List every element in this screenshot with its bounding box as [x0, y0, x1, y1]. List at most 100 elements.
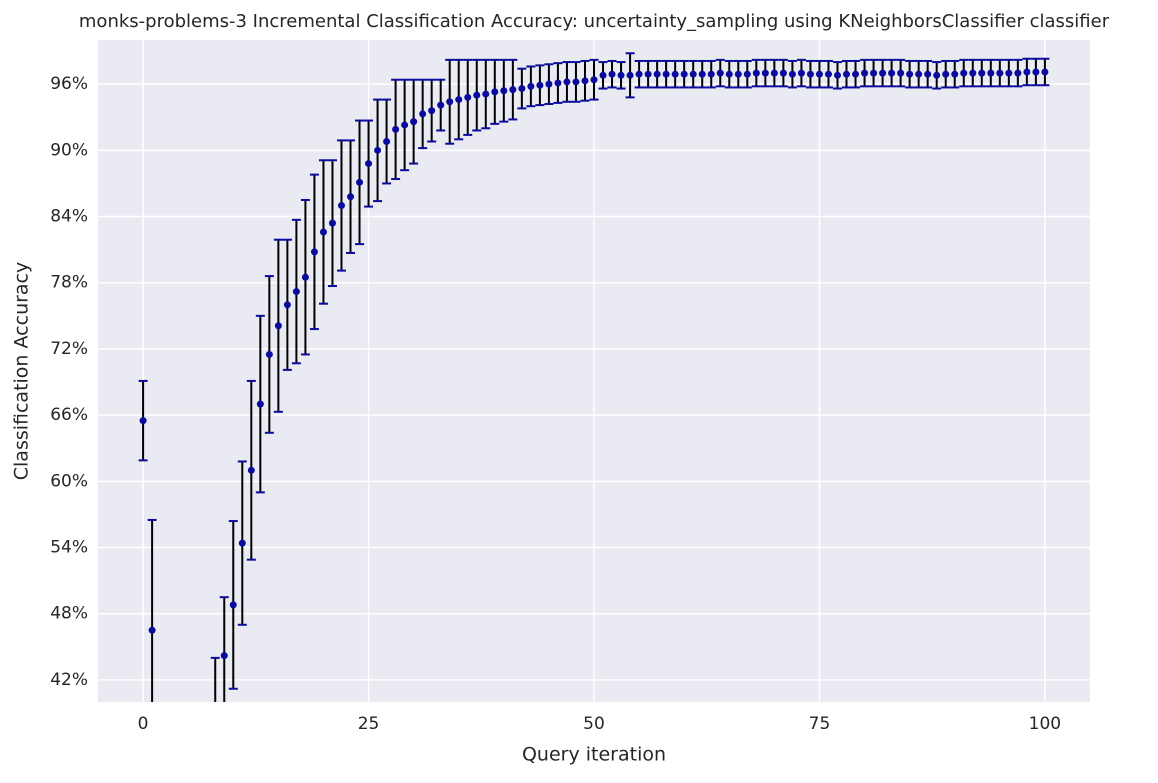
point [401, 121, 409, 129]
point [473, 91, 481, 99]
point [969, 69, 977, 77]
point [662, 70, 670, 78]
point [996, 69, 1004, 77]
point [626, 71, 634, 79]
point [590, 76, 598, 84]
y-tick-label: 90% [50, 140, 88, 160]
point [752, 69, 760, 77]
point [446, 98, 454, 106]
y-axis-label: Classification Accuracy [11, 262, 33, 481]
point [617, 71, 625, 79]
y-tick-label: 78% [50, 273, 88, 293]
point [879, 69, 887, 77]
point [915, 70, 923, 78]
point [824, 70, 832, 78]
point [852, 70, 860, 78]
x-tick-label: 100 [1029, 714, 1061, 734]
point [437, 101, 445, 109]
point [797, 69, 805, 77]
point [942, 70, 950, 78]
point [1005, 69, 1013, 77]
chart-title: monks-problems-3 Incremental Classificat… [79, 11, 1110, 32]
point [545, 80, 553, 88]
point [581, 77, 589, 85]
point [148, 626, 156, 634]
point [509, 86, 517, 94]
point [347, 193, 355, 201]
point [653, 70, 661, 78]
point [536, 81, 544, 89]
point [1032, 68, 1040, 76]
point [698, 70, 706, 78]
point [527, 82, 535, 90]
point [383, 138, 391, 146]
point [365, 160, 373, 168]
point [779, 69, 787, 77]
point [1014, 69, 1022, 77]
point [725, 70, 733, 78]
point [888, 69, 896, 77]
point [491, 88, 499, 96]
point [833, 71, 841, 79]
x-tick-label: 0 [138, 714, 149, 734]
point [843, 70, 851, 78]
point [716, 69, 724, 77]
point [374, 146, 382, 154]
point [220, 652, 228, 660]
point [1023, 68, 1031, 76]
point [292, 288, 300, 296]
point [951, 70, 959, 78]
y-tick-label: 72% [50, 339, 88, 359]
point [861, 69, 869, 77]
point [743, 70, 751, 78]
point [635, 70, 643, 78]
point [319, 228, 327, 236]
point [933, 71, 941, 79]
point [301, 273, 309, 281]
point [265, 350, 273, 358]
y-tick-label: 48% [50, 604, 88, 624]
point [897, 69, 905, 77]
point [572, 78, 580, 86]
point [761, 69, 769, 77]
point [464, 93, 472, 101]
point [229, 601, 237, 609]
point [139, 417, 147, 425]
point [274, 322, 282, 330]
point [924, 70, 932, 78]
y-tick-label: 84% [50, 207, 88, 227]
point [815, 70, 823, 78]
point [608, 70, 616, 78]
point [788, 70, 796, 78]
point [689, 70, 697, 78]
point [987, 69, 995, 77]
y-tick-label: 60% [50, 471, 88, 491]
point [734, 70, 742, 78]
y-tick-label: 54% [50, 538, 88, 558]
point [978, 69, 986, 77]
x-tick-label: 25 [358, 714, 380, 734]
y-tick-label: 42% [50, 670, 88, 690]
marks [138, 52, 1050, 702]
point [518, 85, 526, 93]
point [238, 539, 246, 547]
point [960, 69, 968, 77]
point [392, 125, 400, 133]
point [410, 118, 418, 126]
point [906, 70, 914, 78]
point [644, 70, 652, 78]
point [428, 107, 436, 115]
point [283, 301, 291, 309]
point [500, 87, 508, 95]
point [419, 110, 427, 118]
x-tick-label: 50 [583, 714, 605, 734]
point [599, 71, 607, 79]
point [455, 96, 463, 104]
point [680, 70, 688, 78]
x-tick-label: 75 [809, 714, 831, 734]
point [337, 202, 345, 209]
point [247, 466, 255, 474]
point [671, 70, 679, 78]
point [554, 79, 562, 87]
